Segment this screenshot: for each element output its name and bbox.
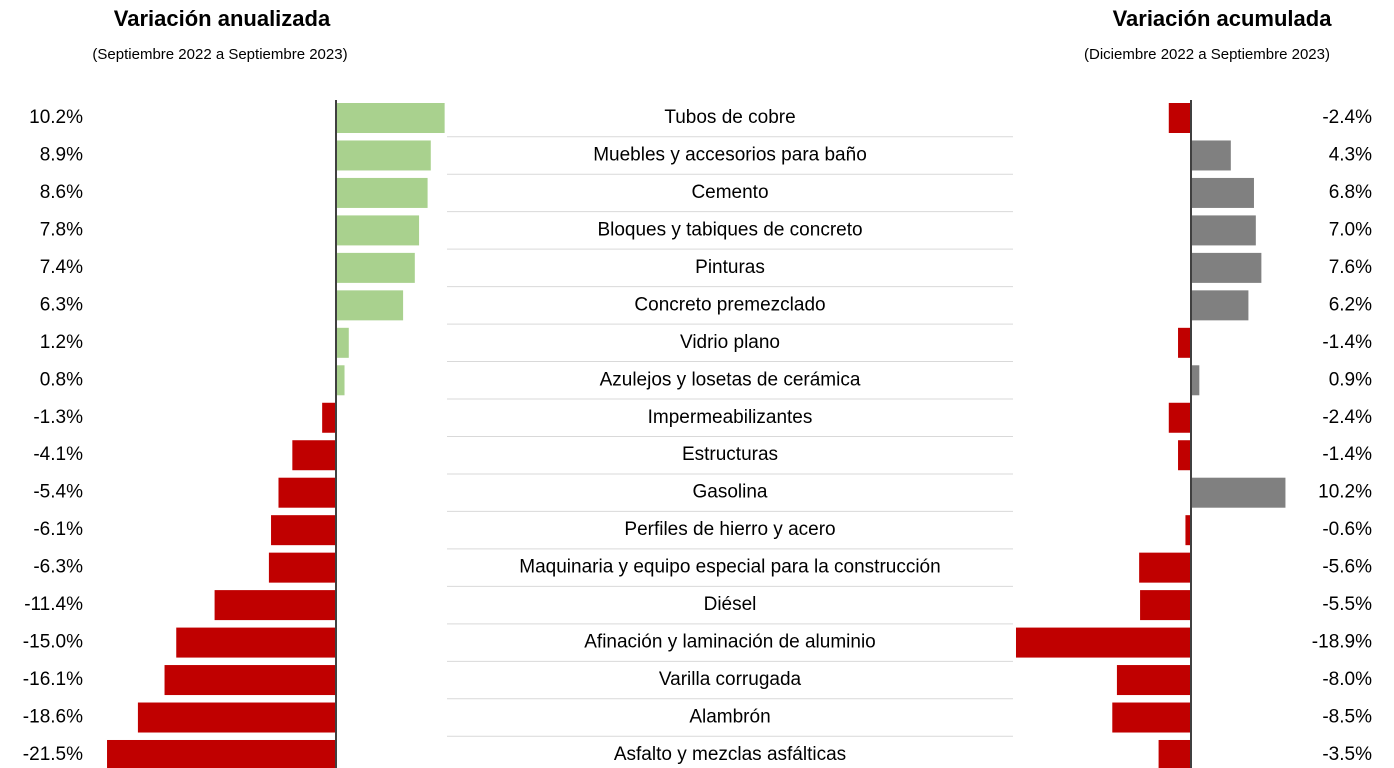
value-label: 6.8% [1329, 182, 1372, 203]
value-label: 6.3% [40, 294, 83, 315]
bar [336, 327, 349, 358]
value-label: -0.6% [1322, 519, 1372, 540]
left-subtitle: (Septiembre 2022 a Septiembre 2023) [92, 46, 347, 63]
value-label: -11.4% [24, 594, 83, 615]
category-label: Concreto premezclado [634, 294, 825, 315]
category-label: Muebles y accesorios para baño [593, 144, 867, 165]
value-label: 8.6% [40, 182, 83, 203]
bar [164, 665, 336, 696]
category-label: Diésel [704, 594, 757, 615]
bar [1168, 103, 1191, 133]
category-label: Afinación y laminación de aluminio [584, 632, 876, 653]
right-subtitle: (Diciembre 2022 a Septiembre 2023) [1084, 46, 1330, 63]
value-label: -6.1% [33, 519, 83, 540]
category-label: Perfiles de hierro y acero [624, 519, 835, 540]
bar [1158, 739, 1191, 768]
value-label: 7.4% [40, 257, 83, 278]
value-label: -2.4% [1322, 407, 1372, 428]
value-label: 0.8% [40, 369, 83, 390]
value-label: 4.3% [1329, 144, 1372, 165]
category-label: Gasolina [693, 482, 768, 503]
bar [1185, 515, 1191, 546]
bar [322, 402, 336, 433]
bar [1116, 665, 1191, 696]
bar [1191, 215, 1256, 246]
bar [1112, 702, 1191, 733]
category-label: Tubos de cobre [664, 107, 795, 128]
bar [1191, 252, 1262, 283]
bar [1191, 140, 1231, 171]
category-label: Bloques y tabiques de concreto [597, 219, 862, 240]
bar [107, 739, 337, 768]
bar [176, 627, 336, 658]
value-label: 7.0% [1329, 219, 1372, 240]
bar [336, 177, 428, 208]
value-label: -3.5% [1322, 744, 1372, 765]
value-label: -21.5% [23, 744, 83, 765]
right-title: Variación acumulada [1113, 6, 1333, 31]
bar [1139, 552, 1191, 583]
bar [1015, 627, 1191, 658]
category-label: Vidrio plano [680, 332, 780, 353]
value-label: 6.2% [1329, 294, 1372, 315]
bar [336, 365, 345, 396]
value-label: -5.4% [33, 482, 83, 503]
value-label: -1.4% [1322, 332, 1372, 353]
category-label: Impermeabilizantes [648, 407, 813, 428]
left-title: Variación anualizada [114, 6, 331, 31]
bar [1191, 177, 1254, 208]
category-label: Pinturas [695, 257, 765, 278]
bar [336, 103, 445, 133]
bar [292, 440, 336, 471]
bar [1191, 290, 1249, 321]
bar [1178, 440, 1191, 471]
value-label: -1.3% [33, 407, 83, 428]
value-label: -5.5% [1322, 594, 1372, 615]
value-label: -1.4% [1322, 444, 1372, 465]
bar [336, 215, 420, 246]
value-label: 8.9% [40, 144, 83, 165]
bar [214, 590, 336, 621]
category-label: Maquinaria y equipo especial para la con… [519, 557, 940, 578]
category-label: Cemento [691, 182, 768, 203]
value-label: -18.6% [23, 707, 83, 728]
value-label: -18.9% [1312, 632, 1372, 653]
value-label: 1.2% [40, 332, 83, 353]
bar [268, 552, 336, 583]
bar [271, 515, 336, 546]
value-label: 10.2% [1318, 482, 1372, 503]
category-label: Varilla corrugada [659, 669, 802, 690]
bar [137, 702, 336, 733]
value-label: -8.5% [1322, 707, 1372, 728]
value-label: -6.3% [33, 557, 83, 578]
category-label: Alambrón [689, 707, 770, 728]
value-label: -2.4% [1322, 107, 1372, 128]
value-label: 10.2% [29, 107, 83, 128]
value-label: 0.9% [1329, 369, 1372, 390]
bar [1191, 365, 1200, 396]
value-label: -5.6% [1322, 557, 1372, 578]
bar [1191, 477, 1286, 508]
value-label: -16.1% [23, 669, 83, 690]
value-label: 7.6% [1329, 257, 1372, 278]
bar [1178, 327, 1191, 358]
category-label: Asfalto y mezclas asfálticas [614, 744, 846, 765]
bar [336, 252, 415, 283]
value-label: 7.8% [40, 219, 83, 240]
bar [278, 477, 336, 508]
bar [336, 140, 431, 171]
value-label: -15.0% [23, 632, 83, 653]
bar [1140, 590, 1191, 621]
value-label: -4.1% [33, 444, 83, 465]
bar [1168, 402, 1191, 433]
value-label: -8.0% [1322, 669, 1372, 690]
category-label: Estructuras [682, 444, 778, 465]
category-label: Azulejos y losetas de cerámica [600, 369, 861, 390]
bar [336, 290, 404, 321]
